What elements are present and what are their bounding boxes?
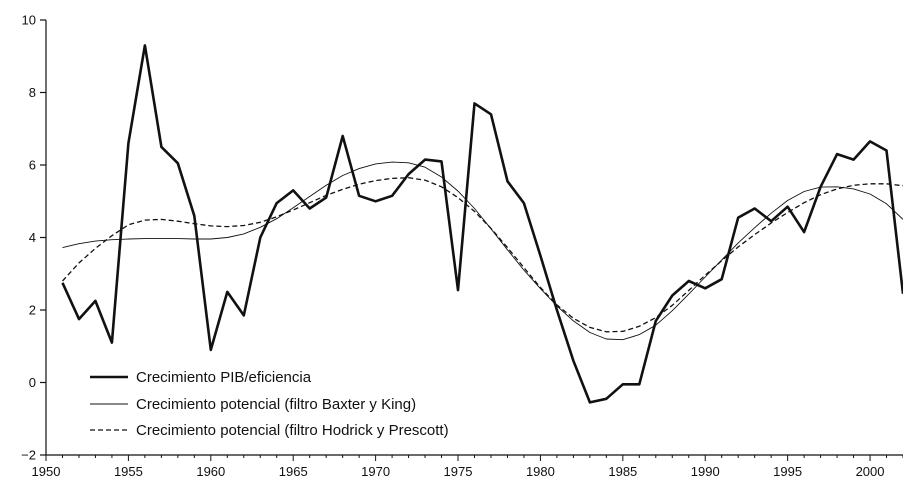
x-tick-label: 1995 [773,464,802,479]
x-tick-label: 1975 [444,464,473,479]
x-tick-label: 1980 [526,464,555,479]
legend-label-baxter-king: Crecimiento potencial (filtro Baxter y K… [136,396,416,413]
legend: Crecimiento PIB/eficiencia Crecimiento p… [90,369,449,439]
y-tick-label: −2 [21,448,36,463]
x-tick-label: 1960 [196,464,225,479]
series-line-baxter-king [62,161,903,341]
y-tick-label: 4 [29,230,36,245]
x-tick-label: 1950 [32,464,61,479]
x-ticks: 1950 1955 1960 1965 1970 1975 1980 1985 1990 1995… [32,455,903,479]
legend-label-hodrick-prescott: Crecimiento potencial (filtro Hodrick y … [136,422,449,439]
series-layer [61,44,903,404]
x-tick-label: 1985 [608,464,637,479]
y-tick-label: 0 [29,375,36,390]
y-ticks: −2 0 2 4 6 8 10 [21,13,46,463]
x-tick-label: 1970 [361,464,390,479]
series-line-hodrick-prescott [62,177,903,333]
y-tick-label: 8 [29,85,36,100]
x-tick-label: 1990 [691,464,720,479]
y-tick-label: 10 [22,13,36,28]
y-tick-label: 6 [29,158,36,173]
series-line-pib-eficiencia [61,44,903,404]
x-tick-label: 1965 [279,464,308,479]
x-tick-label: 2000 [856,464,885,479]
legend-label-pib: Crecimiento PIB/eficiencia [136,369,312,386]
y-tick-label: 2 [29,303,36,318]
x-tick-label: 1955 [114,464,143,479]
